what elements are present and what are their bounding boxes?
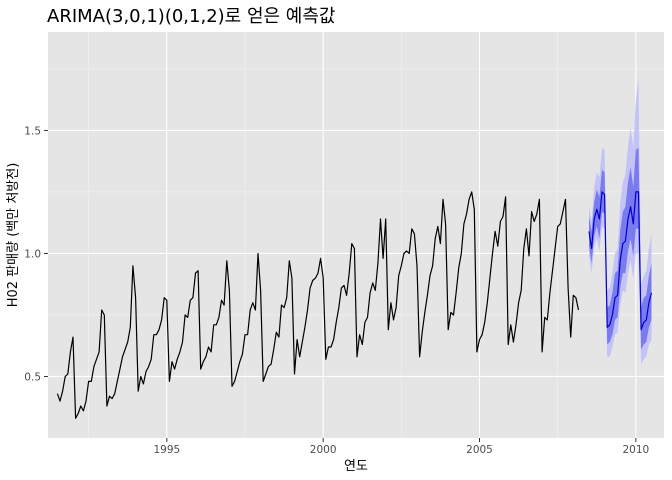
- y-axis: 0.5 1.0 1.5: [24, 125, 48, 383]
- series-lines: [56, 191, 653, 419]
- band-95: [589, 76, 652, 365]
- x-tick-label: 2010: [622, 444, 649, 456]
- x-tick-label: 2000: [310, 444, 337, 456]
- y-tick-label: 1.0: [24, 248, 41, 260]
- x-tick-label: 2005: [466, 444, 493, 456]
- forecast-line: [588, 191, 653, 331]
- y-tick-label: 1.5: [24, 125, 41, 137]
- chart-title: ARIMA(3,0,1)(0,1,2)로 얻은 예측값: [47, 6, 336, 27]
- y-tick-label: 0.5: [24, 371, 41, 383]
- history-line: [56, 191, 580, 419]
- y-axis-title: H02 판매량 (백만 처방전): [6, 163, 21, 308]
- x-axis-title: 연도: [344, 459, 368, 474]
- x-tick-label: 1995: [153, 444, 180, 456]
- plot-panel: [48, 32, 664, 438]
- x-axis: 1995 2000 2005 2010: [153, 438, 649, 456]
